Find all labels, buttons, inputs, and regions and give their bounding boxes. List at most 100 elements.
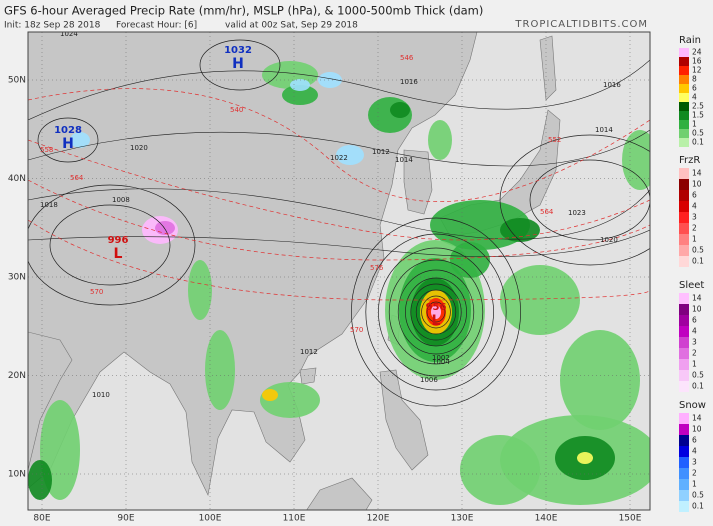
legend-swatch [679, 315, 689, 326]
thickness-label: 540 [230, 106, 243, 114]
precip-area [390, 102, 410, 118]
isobar-label: 1016 [400, 78, 418, 86]
map-frame [27, 31, 651, 511]
legend-swatch [679, 57, 689, 66]
legend-swatch [679, 479, 689, 490]
legend-label: 6 [692, 316, 697, 325]
legend-label: 4 [692, 327, 697, 336]
thickness-label: 564 [70, 174, 84, 182]
legend-swatch [679, 490, 689, 501]
map: 1032H1028H996L956L1024102010161014101210… [8, 31, 651, 524]
legend-label: 0.1 [692, 257, 704, 266]
legend-label: 24 [692, 48, 702, 57]
legend-label: 0.1 [692, 138, 704, 147]
isobar-label: 1020 [600, 236, 618, 244]
legend-label: 4 [692, 202, 697, 211]
precip-area [290, 79, 310, 91]
legend-swatch [679, 75, 689, 84]
isobar [529, 159, 650, 241]
center-pressure: 996 [108, 235, 129, 246]
legend-label: 14 [692, 414, 702, 423]
center-pressure: 1028 [54, 125, 82, 136]
isobar [405, 277, 467, 347]
lat-label: 50N [8, 76, 26, 86]
legend-label: 3 [692, 458, 697, 467]
isobar-label: 1018 [40, 201, 58, 209]
isobar-label: 1008 [112, 196, 130, 204]
legend-swatch [679, 413, 689, 424]
lon-label: 110E [283, 514, 306, 524]
center-letter: L [432, 313, 441, 329]
isobar-label: 1006 [420, 376, 438, 384]
precip-area [500, 218, 540, 242]
lon-label: 150E [619, 514, 642, 524]
isobar-label: 1022 [330, 154, 348, 162]
thickness-label: 552 [548, 136, 561, 144]
legend-label: 14 [692, 294, 702, 303]
isobar-label: 1016 [603, 81, 621, 89]
isobar-label: 1020 [130, 144, 148, 152]
legend-swatch [679, 381, 689, 392]
lat-label: 40N [8, 174, 26, 184]
precip-area [336, 145, 364, 165]
legend-label: 12 [692, 66, 702, 75]
legend-label: 0.5 [692, 491, 704, 500]
isobar [499, 134, 650, 266]
legend-swatch [679, 245, 689, 256]
legend-swatch [679, 111, 689, 120]
precip-area [460, 435, 540, 505]
legend-swatch [679, 48, 689, 57]
isobar [199, 39, 281, 91]
precip-area [428, 120, 452, 160]
thickness-label: 576 [370, 264, 384, 272]
legend-label: 1 [692, 480, 697, 489]
isobar-label: 1014 [395, 156, 413, 164]
legend-swatch [679, 201, 689, 212]
legend-label: 10 [692, 180, 702, 189]
isobar-label: 1014 [595, 126, 613, 134]
isobar [397, 269, 475, 355]
title: GFS 6-hour Averaged Precip Rate (mm/hr),… [4, 4, 483, 18]
legends: Rain2416128642.51.510.50.1FrzR1410643210… [679, 35, 706, 512]
isobar [49, 204, 171, 286]
isobar-label: 1023 [568, 209, 586, 217]
precip-area [431, 305, 441, 319]
isobar [28, 184, 196, 306]
legend-title: Rain [679, 35, 701, 46]
legend-swatch [679, 435, 689, 446]
legend-swatch [679, 84, 689, 93]
center-pressure: 956 [426, 302, 447, 313]
isobar [426, 301, 446, 323]
precip-area [500, 265, 580, 335]
isobar [410, 283, 462, 341]
legend-label: 14 [692, 169, 702, 178]
precip-area [622, 130, 650, 190]
legend-label: 0.1 [692, 502, 704, 511]
isobar [28, 188, 650, 240]
lon-label: 120E [367, 514, 390, 524]
legend-label: 2.5 [692, 102, 704, 111]
thickness-line [28, 219, 650, 301]
precip [28, 61, 650, 505]
legend-label: 6 [692, 436, 697, 445]
center-letter: L [114, 246, 123, 262]
center-pressure: 1032 [224, 45, 252, 56]
contours [28, 39, 650, 407]
hainan [299, 367, 317, 385]
legend-swatch [679, 190, 689, 201]
isobar [388, 259, 484, 365]
precip-area [205, 330, 235, 410]
legend-swatch [679, 93, 689, 102]
center-letter: H [232, 56, 244, 72]
korea [403, 149, 433, 215]
legend-swatch [679, 138, 689, 147]
valid: valid at 00z Sat, Sep 29 2018 [225, 21, 358, 31]
legend-swatch [679, 129, 689, 138]
isobar [28, 229, 650, 257]
precip-area [28, 460, 52, 500]
precip-area [262, 389, 278, 401]
legend-swatch [679, 168, 689, 179]
legend-label: 1 [692, 120, 697, 129]
precip-area [577, 452, 593, 464]
